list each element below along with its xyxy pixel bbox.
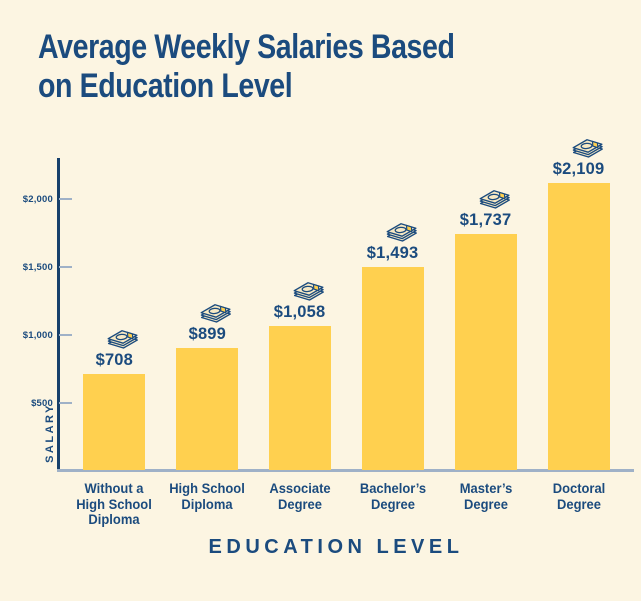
y-tick-mark (59, 198, 72, 200)
bar-value-label: $2,109 (553, 159, 605, 178)
chart-title-line2: on Education Level (38, 67, 293, 105)
y-tick-mark (59, 402, 72, 404)
x-category-label: High School Diploma (169, 481, 245, 512)
bar (269, 326, 331, 470)
bar-column: $1,058 (250, 276, 350, 470)
x-category-label: Master’s Degree (459, 481, 513, 512)
bar (362, 267, 424, 470)
y-tick-label: $1,000 (22, 330, 53, 341)
y-axis-title: SALARY (44, 403, 56, 463)
bar (548, 183, 610, 470)
bar-value-label: $1,737 (460, 210, 512, 229)
x-category-label: Bachelor’s Degree (359, 481, 427, 512)
x-axis-line (57, 469, 634, 472)
y-tick-label: $500 (31, 398, 53, 409)
money-stack-icon (293, 282, 324, 301)
y-tick-mark (59, 334, 72, 336)
bar-value-label: $1,493 (367, 243, 419, 262)
bar-column: $2,109 (529, 133, 629, 470)
y-tick-label: $2,000 (22, 194, 53, 205)
y-axis-line (57, 158, 60, 472)
money-stack-icon (200, 304, 231, 323)
x-category-label: Doctoral Degree (552, 481, 606, 512)
money-stack-icon (572, 139, 603, 158)
bar-value-label: $708 (95, 350, 133, 369)
money-stack-icon (386, 223, 417, 242)
bar-column: $1,493 (343, 217, 443, 470)
x-axis-title: EDUCATION LEVEL (208, 536, 464, 558)
bar-value-label: $899 (188, 324, 226, 343)
bar (83, 374, 145, 470)
bar-value-label: $1,058 (274, 302, 326, 321)
bar (176, 348, 238, 470)
bar (455, 234, 517, 470)
y-tick-mark (59, 266, 72, 268)
chart-title-line1: Average Weekly Salaries Based (38, 28, 455, 66)
bar-column: $899 (157, 298, 257, 470)
chart-title: Average Weekly Salaries Based on Educati… (38, 28, 455, 106)
y-tick-label: $1,500 (22, 262, 53, 273)
x-category-label: Without a High School Diploma (76, 481, 152, 527)
bar-column: $708 (64, 324, 164, 470)
bar-column: $1,737 (436, 184, 536, 470)
money-stack-icon (107, 330, 138, 349)
money-stack-icon (479, 190, 510, 209)
x-category-label: Associate Degree (269, 481, 331, 512)
